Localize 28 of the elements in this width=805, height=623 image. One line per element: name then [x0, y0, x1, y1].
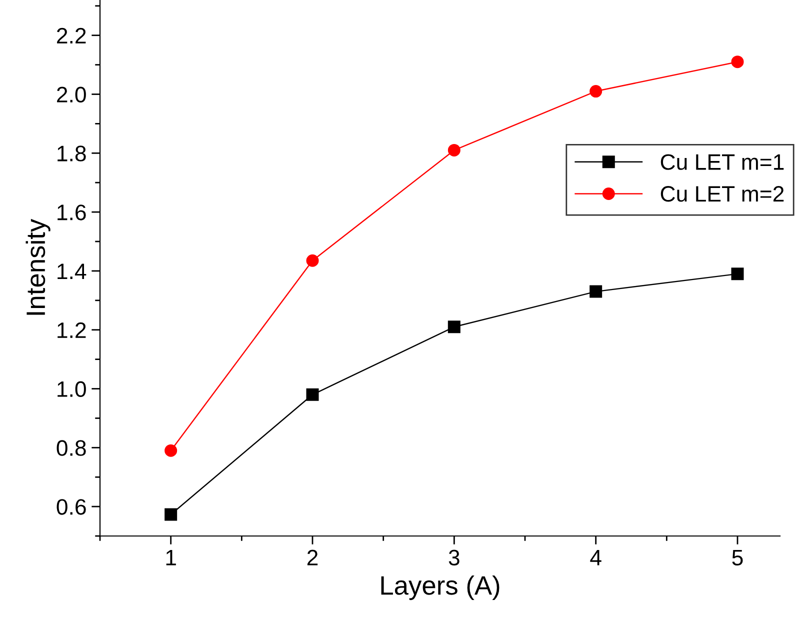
point: [590, 285, 602, 298]
point: [164, 444, 178, 457]
x-tick-label: 2: [307, 550, 318, 566]
y-tick-label: 1.2: [58, 322, 86, 338]
x-tick-label: 1: [166, 550, 176, 566]
point: [306, 254, 319, 267]
y-tick-label: 0.8: [56, 440, 86, 456]
y-axis-title: Intensity: [26, 218, 50, 315]
y-tick-label: 1.8: [58, 146, 86, 162]
y-tick-label: 1.0: [58, 381, 86, 398]
x-tick-label: 5: [732, 550, 743, 566]
x-axis-title: Layers (A): [381, 575, 500, 600]
x-tick-label: 4: [590, 550, 602, 566]
point: [731, 268, 744, 280]
point: [590, 85, 602, 98]
y-tick-label: 2.0: [57, 86, 86, 103]
point: [448, 144, 460, 156]
point: [164, 508, 178, 521]
point: [448, 320, 460, 334]
y-tick-label: 2.2: [57, 28, 86, 44]
x-tick-label: 3: [448, 550, 460, 566]
point: [306, 388, 319, 401]
legend-label: Cu LET m=1: [660, 154, 784, 170]
y-tick-label: 1.6: [58, 204, 86, 220]
y-tick-label: 1.4: [58, 264, 86, 279]
y-tick-label: 0.6: [56, 499, 86, 515]
legend-label: Cu LET m=2: [660, 186, 784, 202]
point: [731, 56, 744, 68]
